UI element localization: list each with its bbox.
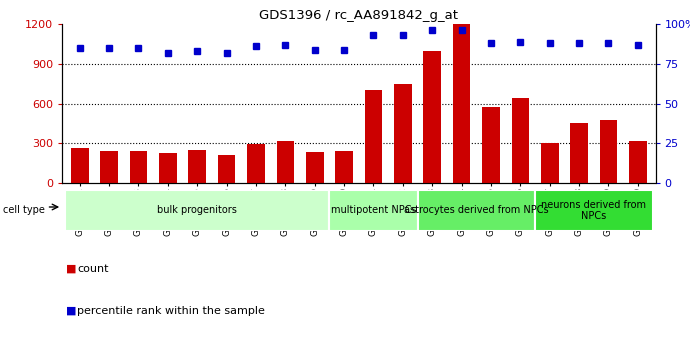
Bar (511, 98, 529, 183)
Bar (571, 123, 588, 183)
Text: neurons derived from
NPCs: neurons derived from NPCs (542, 200, 647, 221)
Bar (541, 142, 559, 183)
Bar (335, 151, 353, 183)
Text: ■: ■ (66, 264, 76, 274)
Bar (535, 190, 653, 231)
Bar (453, 24, 471, 183)
Bar (188, 150, 206, 183)
Bar (329, 190, 417, 231)
Bar (100, 151, 118, 183)
Bar (218, 155, 235, 183)
Bar (482, 108, 500, 183)
Bar (424, 51, 441, 183)
Text: astrocytes derived from NPCs: astrocytes derived from NPCs (404, 206, 549, 215)
Bar (417, 190, 535, 231)
Bar (394, 84, 412, 183)
Bar (365, 90, 382, 183)
Text: cell type: cell type (3, 206, 46, 215)
Bar (130, 151, 147, 183)
Title: GDS1396 / rc_AA891842_g_at: GDS1396 / rc_AA891842_g_at (259, 9, 458, 22)
Bar (159, 153, 177, 183)
Text: multipotent NPCs: multipotent NPCs (331, 206, 416, 215)
Text: bulk progenitors: bulk progenitors (157, 206, 237, 215)
Bar (247, 145, 265, 183)
Bar (629, 140, 647, 183)
Bar (306, 152, 324, 183)
Bar (65, 190, 329, 231)
Bar (600, 120, 618, 183)
Bar (277, 140, 294, 183)
Text: count: count (77, 264, 109, 274)
Text: percentile rank within the sample: percentile rank within the sample (77, 306, 265, 315)
Text: ■: ■ (66, 306, 76, 315)
Bar (71, 148, 88, 183)
